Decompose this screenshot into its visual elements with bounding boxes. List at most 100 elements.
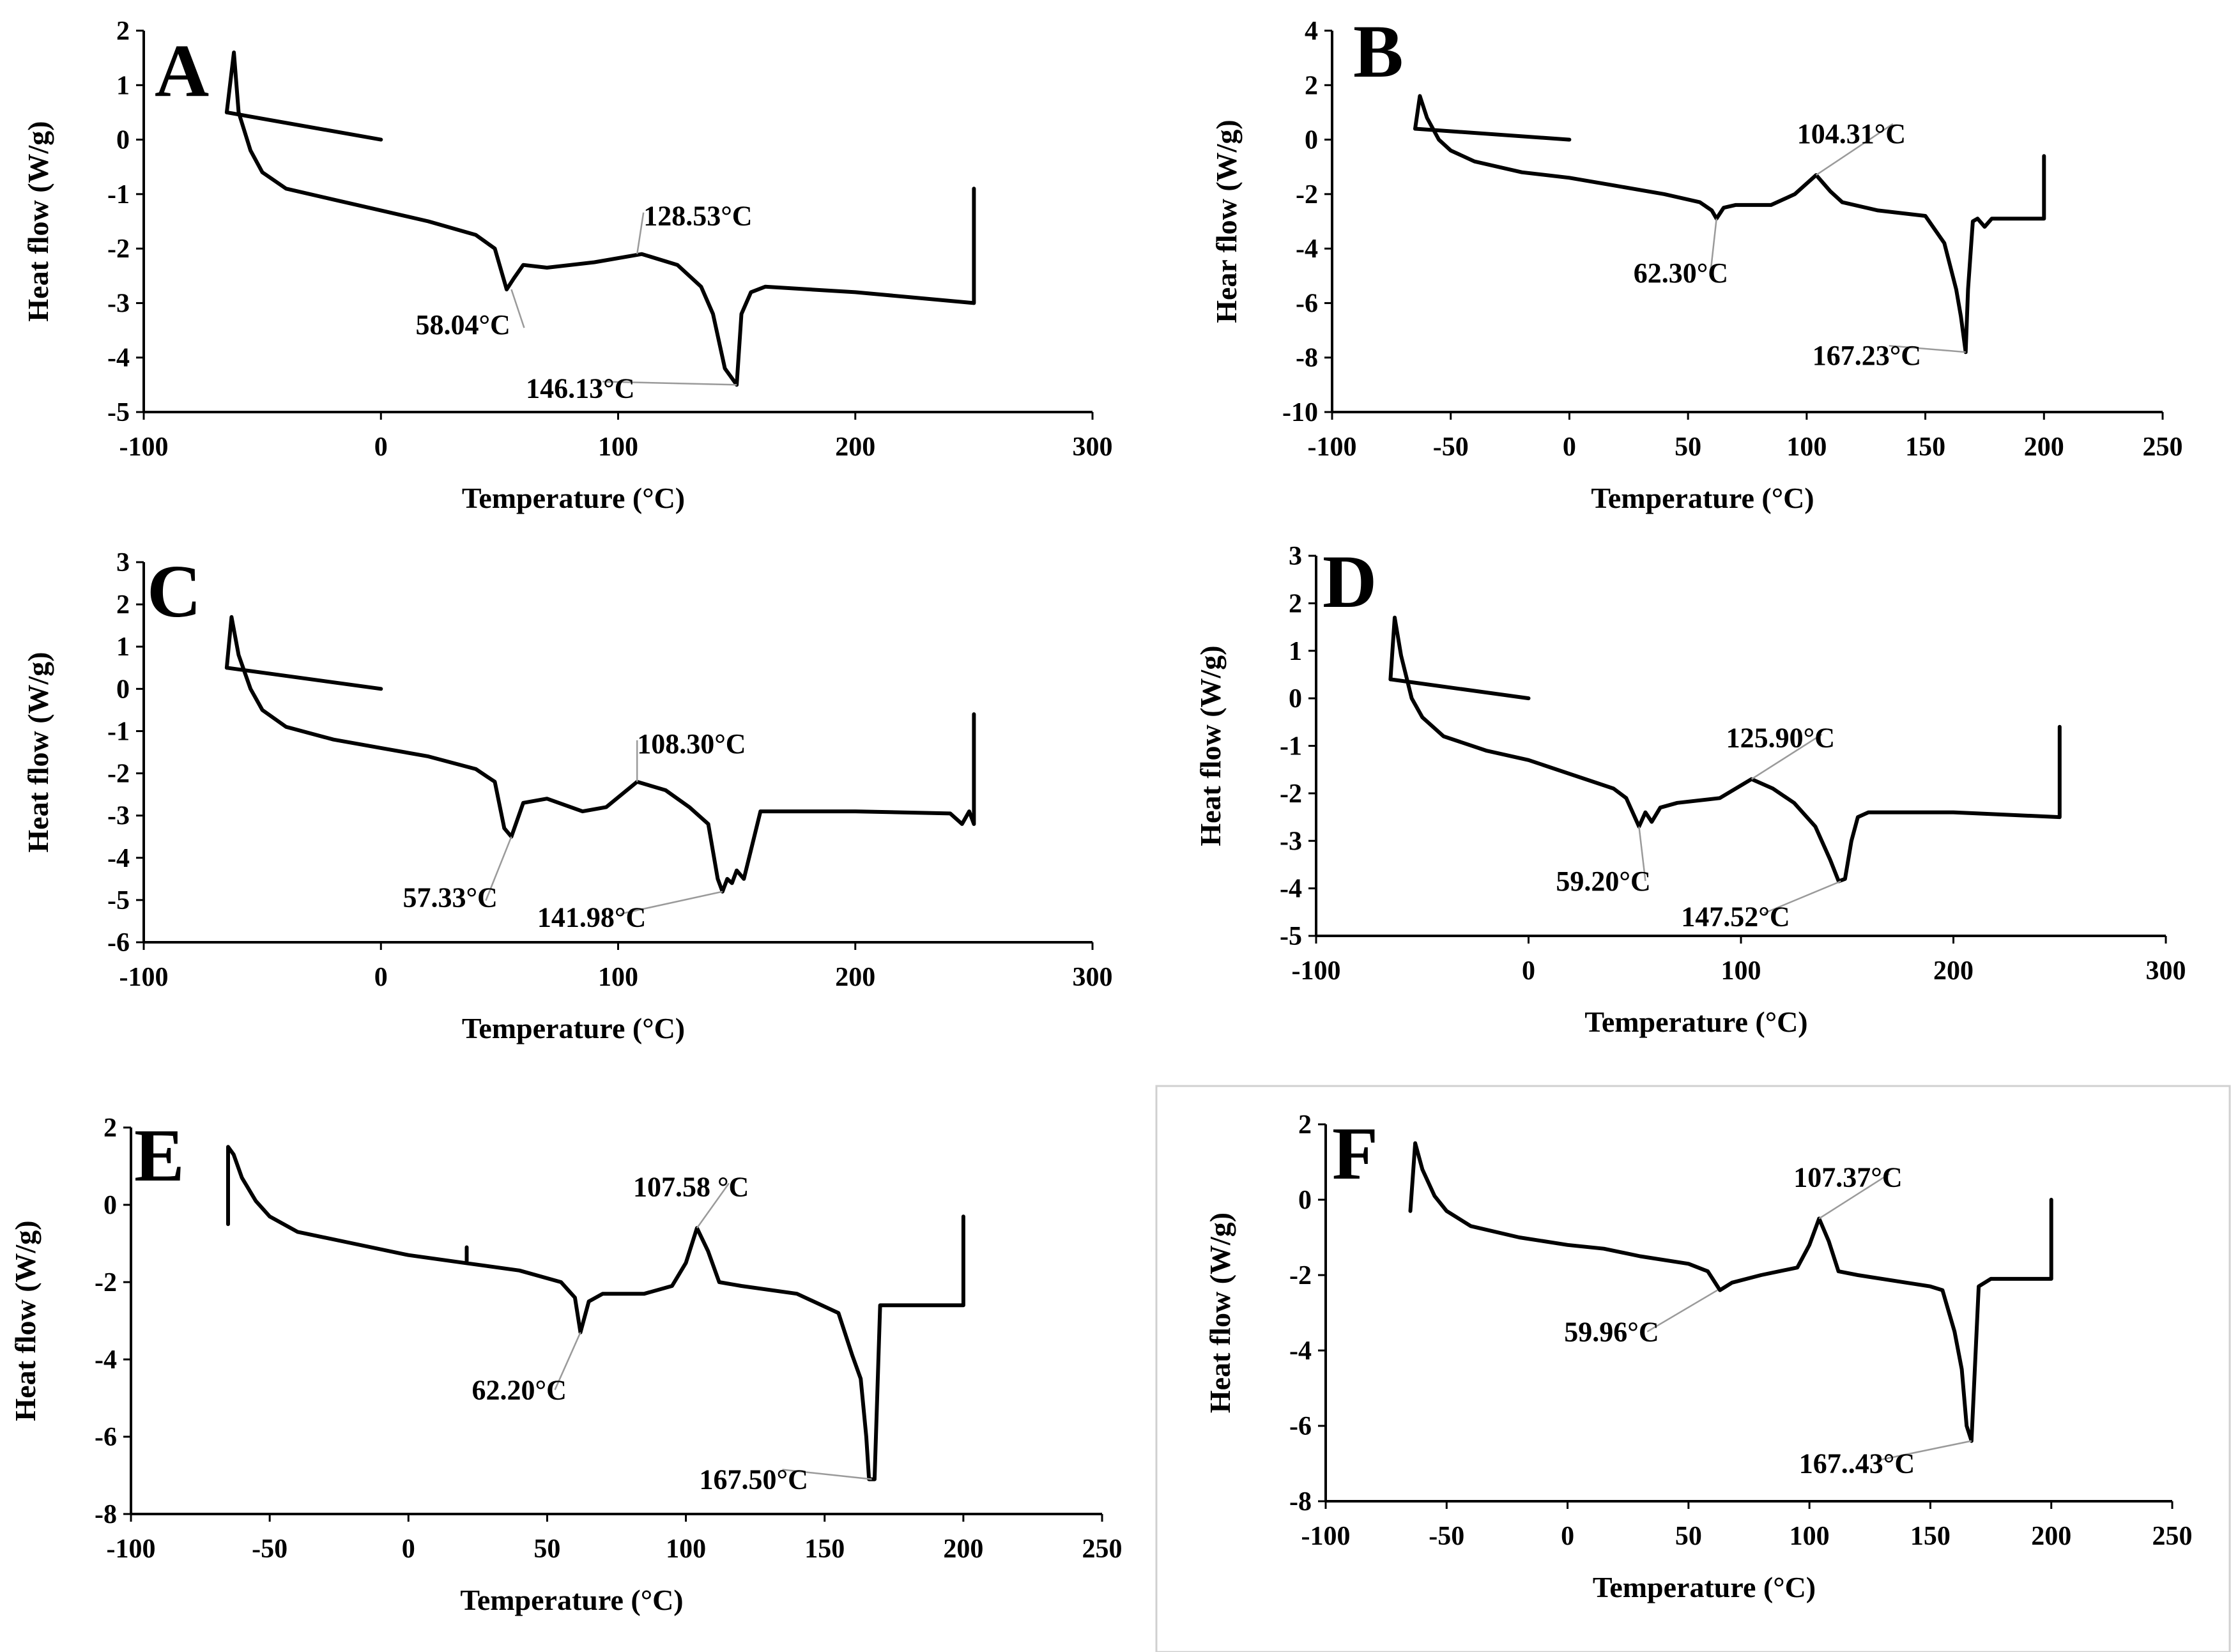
x-axis-label: Temperature (°C) xyxy=(1593,1571,1816,1603)
y-tick-label: 2 xyxy=(1298,1110,1312,1140)
y-axis-label: Heat flow (W/g) xyxy=(9,1220,42,1421)
x-tick-label: 300 xyxy=(1073,432,1113,462)
y-tick-label: -2 xyxy=(107,760,130,789)
x-tick-label: 150 xyxy=(804,1534,845,1564)
peak-annotation: 141.98°C xyxy=(537,902,646,933)
panel-letter: B xyxy=(1353,10,1404,93)
y-tick-label: -2 xyxy=(1296,180,1318,210)
series-cooling-line xyxy=(224,666,383,691)
x-tick-label: 0 xyxy=(1522,956,1535,986)
y-tick-label: 0 xyxy=(1289,684,1302,714)
panel-e: -8 -6 -4 -2 0 2 -100 -50 0 50 100 150 200 250 Temperat… xyxy=(9,1113,1123,1616)
y-tick-label: 3 xyxy=(116,548,130,577)
peak-annotation: 107.58 °C xyxy=(633,1171,749,1202)
x-tick-label: 0 xyxy=(1563,432,1576,462)
peak-annotation: 62.30°C xyxy=(1634,257,1728,289)
y-tick-label: 0 xyxy=(1305,126,1318,155)
series-cooling-line xyxy=(1413,126,1572,142)
x-axis-label: Temperature (°C) xyxy=(460,1584,683,1616)
x-tick-label: 0 xyxy=(402,1534,415,1564)
y-tick-label: 0 xyxy=(1298,1186,1312,1215)
y-tick-label: 2 xyxy=(1305,71,1318,100)
y-tick-label: -6 xyxy=(1296,289,1318,318)
annotation-leader xyxy=(696,1182,730,1229)
panel-d: -5 -4 -3 -2 -1 0 1 2 3 -100 0 100 200 300 Temperature … xyxy=(1194,540,2186,1038)
x-axis-label: Temperature (°C) xyxy=(462,1012,685,1044)
peak-annotation: 125.90°C xyxy=(1726,723,1835,754)
panel-letter: F xyxy=(1332,1112,1378,1195)
x-tick-label: -50 xyxy=(1433,432,1469,462)
x-tick-label: -50 xyxy=(1429,1522,1464,1551)
annotation-leader xyxy=(602,381,737,386)
peak-annotation: 62.20°C xyxy=(472,1375,567,1406)
x-tick-label: 0 xyxy=(374,963,388,992)
y-tick-label: -3 xyxy=(1280,827,1302,856)
x-tick-label: 100 xyxy=(1790,1522,1830,1551)
y-tick-label: -4 xyxy=(1289,1336,1312,1366)
x-tick-label: -100 xyxy=(1301,1522,1351,1551)
peak-annotation: 167.23°C xyxy=(1813,340,1921,371)
panel-f-frame xyxy=(1155,1085,2231,1652)
x-tick-label: 50 xyxy=(1675,1522,1702,1551)
y-tick-label: -8 xyxy=(1289,1487,1312,1517)
y-tick-label: 0 xyxy=(103,1191,117,1220)
y-tick-label: 2 xyxy=(1289,589,1302,618)
y-tick-label: -5 xyxy=(107,886,130,915)
panel-letter: E xyxy=(134,1113,185,1197)
y-tick-label: -2 xyxy=(1280,779,1302,809)
x-tick-label: -100 xyxy=(1308,432,1357,462)
x-tick-label: 0 xyxy=(1561,1522,1574,1551)
annotation-leader xyxy=(485,836,512,901)
x-tick-label: 200 xyxy=(835,963,875,992)
peak-annotation: 128.53°C xyxy=(643,201,752,232)
y-tick-label: 0 xyxy=(116,126,130,155)
y-tick-label: -8 xyxy=(95,1500,117,1529)
y-tick-label: -4 xyxy=(107,844,130,873)
y-tick-label: 1 xyxy=(116,71,130,100)
series-heating-line xyxy=(1388,615,2062,883)
y-tick-label: 1 xyxy=(116,632,130,662)
y-tick-label: -5 xyxy=(1280,922,1302,951)
x-tick-label: 100 xyxy=(666,1534,706,1564)
x-tick-label: -100 xyxy=(1292,956,1341,986)
x-tick-label: 200 xyxy=(835,432,875,462)
annotation-leader xyxy=(1878,1440,1972,1461)
annotation-leader xyxy=(554,1332,581,1391)
x-tick-label: 250 xyxy=(2152,1522,2193,1551)
x-tick-label: 50 xyxy=(1675,432,1701,462)
x-tick-label: 250 xyxy=(2143,432,2183,462)
y-tick-label: 0 xyxy=(116,675,130,704)
x-tick-label: 100 xyxy=(598,432,638,462)
peak-annotation: 147.52°C xyxy=(1681,901,1790,932)
panel-c: -6 -5 -4 -3 -2 -1 0 1 2 3 -100 0 100 200 300 Temperatur… xyxy=(22,548,1113,1044)
annotation-leader xyxy=(1646,1289,1718,1333)
y-tick-label: -2 xyxy=(107,234,130,264)
peak-annotation: 108.30°C xyxy=(637,728,746,760)
y-tick-label: -4 xyxy=(95,1345,117,1375)
y-tick-label: -1 xyxy=(107,180,130,210)
annotation-leader xyxy=(1709,218,1717,277)
panel-letter: A xyxy=(155,29,209,112)
x-tick-label: 150 xyxy=(1910,1522,1951,1551)
y-tick-label: -4 xyxy=(1280,875,1302,904)
y-tick-label: 2 xyxy=(116,17,130,46)
x-tick-label: 200 xyxy=(943,1534,983,1564)
peak-annotation: 59.96°C xyxy=(1564,1317,1659,1348)
panel-f: -8 -6 -4 -2 0 2 -100 -50 0 50 100 150 200 250 Temperat… xyxy=(1204,1110,2193,1603)
y-tick-label: -2 xyxy=(1289,1261,1312,1290)
series-cooling-line xyxy=(224,110,383,142)
x-tick-label: 150 xyxy=(1905,432,1945,462)
y-tick-label: -2 xyxy=(95,1268,117,1297)
x-tick-label: 100 xyxy=(1721,956,1761,986)
y-tick-label: -8 xyxy=(1296,344,1318,373)
panel-a: -5 -4 -3 -2 -1 0 1 2 -100 0 100 200 300 Temperature (… xyxy=(22,17,1113,514)
peak-annotation: 167..43°C xyxy=(1799,1448,1915,1480)
peak-annotation: 167.50°C xyxy=(700,1464,808,1495)
series-heating-line xyxy=(224,50,976,387)
annotation-leader xyxy=(1638,826,1646,882)
y-tick-label: -3 xyxy=(107,802,130,831)
y-tick-label: 4 xyxy=(1305,17,1318,46)
y-axis-label: Hear flow (W/g) xyxy=(1210,119,1243,323)
x-tick-label: -100 xyxy=(119,432,169,462)
